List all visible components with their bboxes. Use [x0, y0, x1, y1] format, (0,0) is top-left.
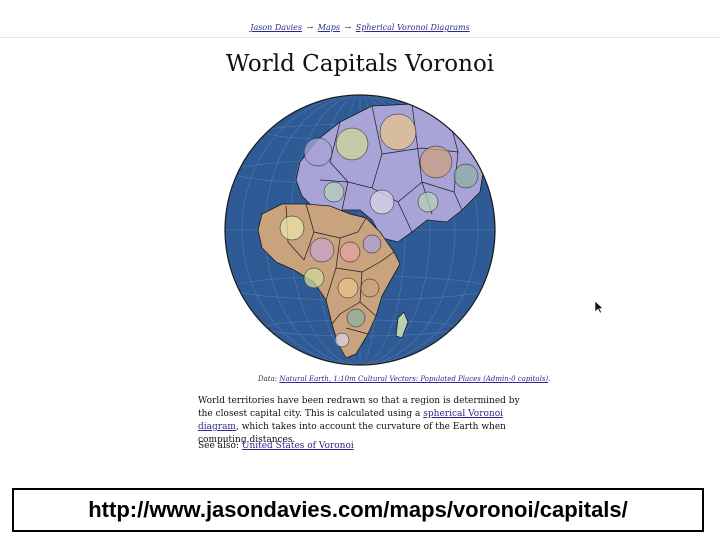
- voronoi-region: [309, 237, 335, 263]
- voronoi-region: [369, 189, 395, 215]
- breadcrumb-link-jason-davies[interactable]: Jason Davies: [250, 23, 302, 32]
- see-also-label: See also:: [198, 441, 242, 450]
- voronoi-region: [419, 145, 453, 179]
- page-title: World Capitals Voronoi: [225, 51, 495, 77]
- voronoi-region: [417, 191, 439, 213]
- voronoi-region: [334, 332, 350, 348]
- madagascar-landmass: [395, 311, 409, 339]
- description-text-after: , which takes into account the curvature…: [198, 422, 506, 445]
- voronoi-region: [335, 127, 369, 161]
- data-source-caption: Data: Natural Earth, 1:10m Cultural Vect…: [258, 375, 550, 383]
- see-also-line: See also: United States of Voronoi: [198, 441, 354, 450]
- spherical-voronoi-link[interactable]: spherical Voronoi diagram: [198, 409, 504, 432]
- natural-earth-link[interactable]: Natural Earth, 1:10m Cultural Vectors: P…: [279, 375, 549, 383]
- header-divider: [0, 37, 720, 38]
- voronoi-region: [362, 234, 382, 254]
- breadcrumb-link-spherical-voronoi[interactable]: Spherical Voronoi Diagrams: [355, 23, 470, 32]
- description-paragraph: World territories have been redrawn so t…: [198, 395, 528, 447]
- mouse-cursor-icon: [594, 300, 604, 314]
- united-states-of-voronoi-link[interactable]: United States of Voronoi: [241, 441, 354, 450]
- breadcrumb-separator: →: [344, 23, 352, 32]
- voronoi-region: [379, 113, 417, 151]
- voronoi-region: [303, 267, 325, 289]
- voronoi-globe-map[interactable]: [222, 92, 498, 368]
- caption-suffix: .: [548, 375, 551, 383]
- url-banner: http://www.jasondavies.com/maps/voronoi/…: [12, 488, 704, 532]
- voronoi-region: [303, 137, 333, 167]
- voronoi-region: [279, 215, 305, 241]
- globe-outline: [224, 94, 496, 366]
- breadcrumb-separator: →: [306, 23, 314, 32]
- voronoi-region-patches: [279, 113, 479, 348]
- voronoi-region: [337, 277, 359, 299]
- description-text-before: World territories have been redrawn so t…: [198, 396, 520, 419]
- voronoi-region: [360, 278, 380, 298]
- voronoi-region: [346, 308, 366, 328]
- voronoi-region: [453, 163, 479, 189]
- url-text: http://www.jasondavies.com/maps/voronoi/…: [88, 497, 628, 522]
- breadcrumb: Jason Davies → Maps → Spherical Voronoi …: [0, 23, 720, 32]
- webpage-screenshot: Jason Davies → Maps → Spherical Voronoi …: [0, 23, 720, 450]
- voronoi-region: [323, 181, 345, 203]
- breadcrumb-link-maps[interactable]: Maps: [317, 23, 340, 32]
- voronoi-region: [339, 241, 361, 263]
- caption-prefix: Data:: [258, 375, 280, 383]
